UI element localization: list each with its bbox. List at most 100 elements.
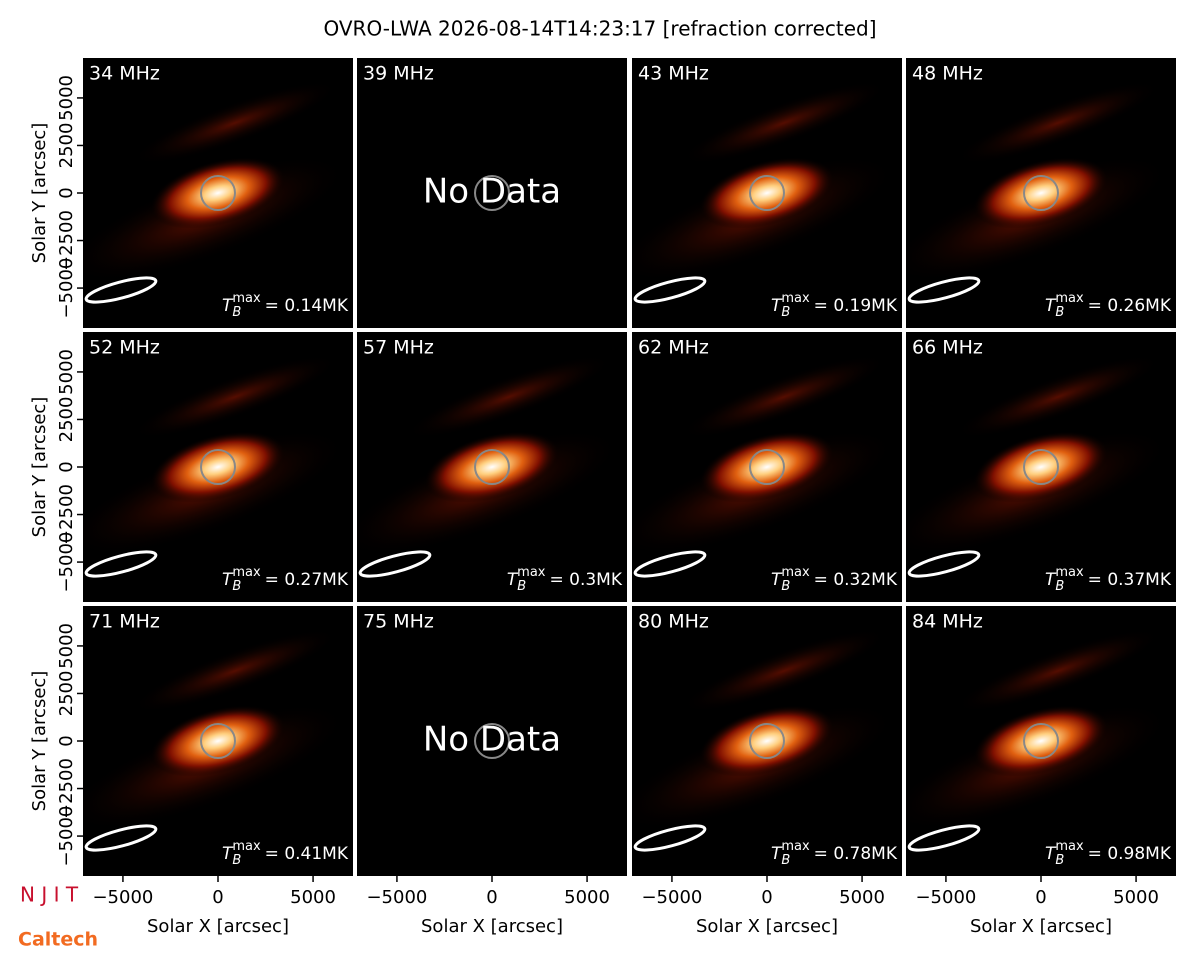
x-tick-label: −5000 [92, 887, 153, 908]
y-tick-label: 5000 [56, 75, 77, 121]
panel-title: 39 MHz [363, 63, 434, 85]
tb-max: TBmax = 0.14MK [222, 291, 349, 320]
emission [698, 431, 836, 503]
y-tick-label: −2500 [56, 484, 77, 545]
panel-title: 57 MHz [363, 337, 434, 359]
tb-sup: max [1055, 839, 1084, 854]
haze [405, 354, 613, 439]
panel: 62 MHz TBmax = 0.32MK [632, 332, 902, 602]
beam [633, 550, 707, 578]
y-tick-label: 5000 [56, 623, 77, 669]
tb-sub: B [232, 305, 241, 320]
beam [633, 276, 707, 304]
x-tick-label: 0 [486, 887, 497, 908]
emission [423, 431, 561, 503]
tb-value: = 0.14MK [265, 296, 349, 316]
image [83, 628, 348, 831]
panel-title: 66 MHz [912, 337, 983, 359]
tb-sup: max [232, 291, 261, 306]
x-axis-label: Solar X [arcsec] [147, 916, 289, 937]
tb-max: TBmax = 0.32MK [771, 565, 898, 594]
y-tick-label: 0 [56, 461, 77, 472]
haze [954, 80, 1162, 165]
y-tick-label: −5000 [56, 806, 77, 867]
haze [680, 80, 888, 165]
panel-background [357, 58, 627, 328]
image [357, 354, 622, 557]
tb-sub: B [517, 579, 526, 594]
x-tick-label: −5000 [915, 887, 976, 908]
solar-disk [1023, 175, 1059, 211]
tb-symbol: T [222, 570, 234, 590]
tb-symbol: T [222, 296, 234, 316]
panel: 39 MHz No Data [357, 58, 627, 328]
tb-value: = 0.27MK [265, 570, 349, 590]
solar-disk [749, 175, 785, 211]
logo-caltech: Caltech [18, 929, 98, 951]
haze [680, 628, 888, 713]
beam [84, 276, 158, 304]
x-tick-label: 5000 [1113, 887, 1159, 908]
y-tick-label: 0 [56, 187, 77, 198]
y-axis-label: Solar Y [arcsec] [29, 671, 50, 812]
panel-title: 34 MHz [89, 63, 160, 85]
tb-symbol: T [1045, 296, 1057, 316]
solar-disk [200, 723, 236, 759]
emission [972, 157, 1110, 229]
tb-max: TBmax = 0.41MK [222, 839, 349, 868]
beam [633, 824, 707, 852]
solar-disk [200, 449, 236, 485]
y-tick-label: 5000 [56, 349, 77, 395]
tb-sub: B [781, 305, 790, 320]
beam [358, 550, 432, 578]
tb-symbol: T [507, 570, 519, 590]
tb-max: TBmax = 0.98MK [1045, 839, 1172, 868]
haze [680, 354, 888, 439]
tb-sup: max [1055, 291, 1084, 306]
tb-value: = 0.78MK [814, 844, 898, 864]
tb-symbol: T [1045, 844, 1057, 864]
beam [907, 550, 981, 578]
tb-value: = 0.32MK [814, 570, 898, 590]
beam [907, 276, 981, 304]
panel-title: 80 MHz [638, 611, 709, 633]
emission [972, 431, 1110, 503]
tb-sub: B [232, 579, 241, 594]
tb-max: TBmax = 0.27MK [222, 565, 349, 594]
y-tick-label: −2500 [56, 758, 77, 819]
emission [972, 705, 1110, 777]
emission [698, 705, 836, 777]
tb-symbol: T [222, 844, 234, 864]
y-tick-label: 2500 [56, 123, 77, 169]
solar-disk [749, 449, 785, 485]
tb-sub: B [781, 853, 790, 868]
y-axis-label: Solar Y [arcsec] [29, 123, 50, 264]
solar-disk [474, 449, 510, 485]
x-axis-label: Solar X [arcsec] [970, 916, 1112, 937]
haze [131, 354, 339, 439]
x-tick-label: −5000 [641, 887, 702, 908]
panel-title: 43 MHz [638, 63, 709, 85]
image [906, 628, 1171, 831]
haze [131, 628, 339, 713]
panel-title: 62 MHz [638, 337, 709, 359]
image [632, 628, 897, 831]
tb-value: = 0.41MK [265, 844, 349, 864]
tb-sup: max [232, 565, 261, 580]
tb-value: = 0.19MK [814, 296, 898, 316]
tb-value: = 0.26MK [1088, 296, 1172, 316]
x-axis-label: Solar X [arcsec] [421, 916, 563, 937]
solar-disk [1023, 723, 1059, 759]
tb-sub: B [1055, 305, 1064, 320]
x-tick-label: 5000 [564, 887, 610, 908]
panel-title: 48 MHz [912, 63, 983, 85]
tb-max: TBmax = 0.19MK [771, 291, 898, 320]
x-tick-label: 0 [761, 887, 772, 908]
y-tick-label: 0 [56, 735, 77, 746]
tb-value: = 0.98MK [1088, 844, 1172, 864]
